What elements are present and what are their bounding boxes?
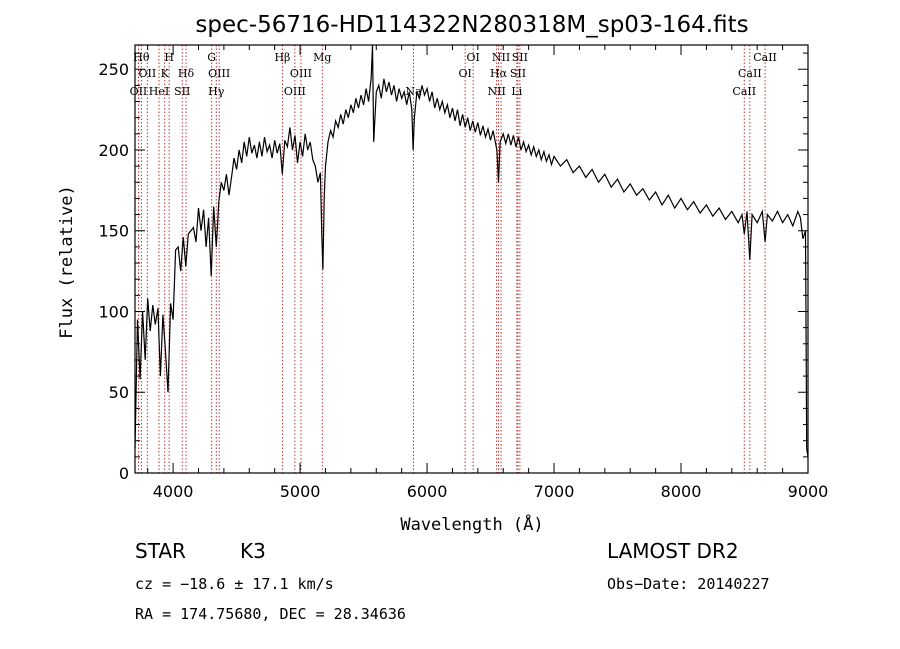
object-subclass: K3	[240, 539, 266, 563]
line-label: Hθ	[133, 51, 150, 64]
plot-frame	[134, 44, 809, 474]
y-tick-label: 250	[98, 60, 129, 79]
line-label: SII	[512, 51, 528, 64]
line-label: Hγ	[208, 85, 225, 98]
line-label: NII	[487, 85, 505, 98]
y-axis-ticks: 0 50 100 150 200 250	[98, 52, 808, 483]
line-label: OIII	[208, 67, 230, 80]
line-label: G	[207, 51, 216, 64]
y-tick-label: 100	[98, 302, 129, 321]
object-class: STAR	[135, 539, 186, 563]
line-label: OIII	[290, 67, 312, 80]
line-label: OI	[466, 51, 479, 64]
line-label: OII	[130, 85, 148, 98]
y-tick-label: 150	[98, 222, 129, 241]
line-label: Hβ	[274, 51, 290, 64]
survey-name: LAMOST DR2	[607, 539, 739, 563]
line-label: Hα	[490, 67, 508, 80]
line-label: SII	[174, 85, 190, 98]
line-label: H	[164, 51, 174, 64]
obs-date-text: Obs−Date: 20140227	[607, 575, 770, 593]
x-tick-label: 4000	[153, 482, 194, 501]
y-tick-label: 200	[98, 141, 129, 160]
x-tick-label: 9000	[788, 482, 829, 501]
coordinates-text: RA = 174.75680, DEC = 28.34636	[135, 605, 406, 623]
line-label: Hδ	[178, 67, 195, 80]
x-tick-label: 6000	[407, 482, 448, 501]
line-label: OIII	[284, 85, 306, 98]
line-label: Mg	[313, 51, 331, 64]
x-axis-label: Wavelength (Å)	[400, 513, 543, 535]
line-label: NII	[492, 51, 510, 64]
y-axis-label: Flux (relative)	[57, 185, 77, 339]
line-label: CaII	[732, 85, 756, 98]
spectral-line-labels: OIIHθOIIHeIKHSIIHδGHγOIIIHβOIIIOIIIMgNaO…	[130, 51, 777, 98]
line-label: HeI	[149, 85, 169, 98]
y-tick-label: 0	[119, 464, 129, 483]
x-axis-ticks: 4000 5000 6000 7000 8000 9000	[147, 45, 829, 501]
line-label: CaII	[738, 67, 762, 80]
line-label: K	[161, 67, 170, 80]
spectrum-line	[134, 44, 809, 457]
redshift-text: cz = −18.6 ± 17.1 km/s	[135, 575, 334, 593]
line-label: OII	[138, 67, 156, 80]
x-tick-label: 7000	[534, 482, 575, 501]
chart-title: spec-56716-HD114322N280318M_sp03-164.fit…	[195, 12, 748, 38]
line-label: SII	[510, 67, 526, 80]
line-label: Li	[511, 85, 522, 98]
y-tick-label: 50	[109, 383, 129, 402]
line-label: CaII	[753, 51, 777, 64]
line-label: OI	[458, 67, 471, 80]
x-tick-label: 5000	[280, 482, 321, 501]
x-tick-label: 8000	[661, 482, 702, 501]
